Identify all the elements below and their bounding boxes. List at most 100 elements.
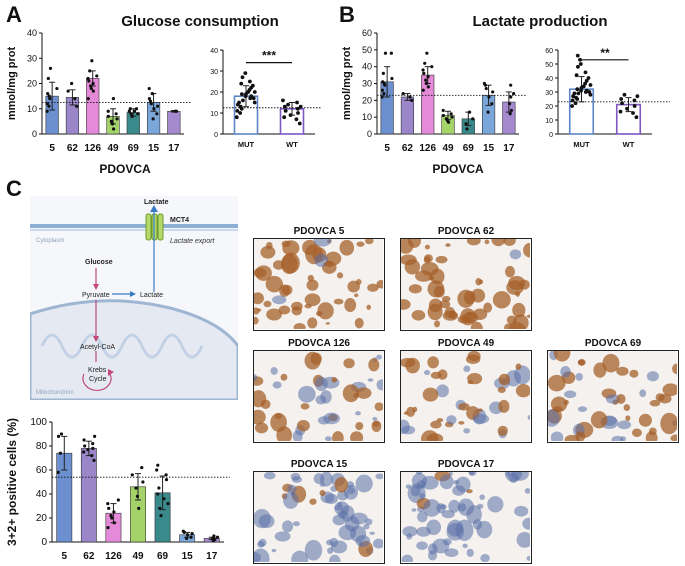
data-point-69 [129,112,133,116]
counterstained-cell-cluster [455,519,474,541]
stained-cell-cluster [291,301,303,311]
stained-cell-cluster [577,358,586,366]
bar-62 [400,96,415,135]
data-point-126 [106,526,110,530]
stained-cell-cluster [498,373,511,386]
counterstained-cell-cluster [271,548,277,553]
data-point-5 [55,86,59,91]
data-point-15 [147,97,152,101]
data-point-WT [634,115,639,120]
data-point-5 [390,76,394,81]
data-point-MUT [572,91,577,96]
y-tick-label: 30 [362,79,372,89]
stained-cell-cluster [374,402,384,412]
counterstained-cell-cluster [298,385,316,403]
data-point-49 [441,108,445,113]
data-point-MUT [238,111,243,115]
data-point-MUT [584,88,589,93]
counterstained-cell-cluster [355,474,373,493]
stained-cell-cluster [270,412,287,432]
bar-126 [86,78,100,135]
data-point-MUT [570,104,574,108]
counterstained-cell-cluster [372,538,384,549]
counterstained-cell-cluster [401,425,416,435]
category-label-17: 17 [168,143,180,154]
stained-cell-cluster [515,363,522,370]
stained-cell-cluster [458,420,465,425]
category-label-5: 5 [384,143,390,154]
category-label-126: 126 [84,143,101,154]
micrograph-background [401,351,530,441]
y-axis-title: 3+2+ positive cells (%) [5,418,19,546]
data-point-5 [45,109,49,113]
data-point-15 [482,81,487,86]
stained-cell-cluster [470,321,483,330]
stained-cell-cluster [260,399,271,410]
data-point-5 [46,92,50,96]
counterstained-cell-cluster [564,390,577,399]
data-point-5 [45,102,49,106]
data-point-MUT [239,81,244,86]
counterstained-cell-cluster [321,376,340,389]
stained-cell-cluster [504,323,515,330]
data-point-62 [75,104,79,108]
data-point-WT [631,111,635,115]
lactate-by-group-chart: 0 10 20 30 40 50 60 MUT WT ** [545,46,670,149]
stained-cell-cluster [404,259,421,275]
stained-cell-cluster [401,299,411,310]
data-point-WT [295,100,299,105]
data-point-WT [288,113,293,117]
counterstained-cell-cluster [367,378,374,382]
data-point-49 [109,119,113,123]
stained-cell-cluster [497,386,506,394]
counterstained-cell-cluster [462,543,468,549]
stained-cell-cluster [436,418,444,423]
stained-cell-cluster [281,240,291,247]
stained-cell-cluster [293,322,306,330]
data-point-126 [87,79,91,83]
counterstained-cell-cluster [272,381,282,389]
stained-cell-cluster [343,358,355,369]
y-tick-label: 40 [27,28,37,38]
counterstained-cell-cluster [487,496,504,513]
data-point-MUT [240,75,245,80]
counterstained-cell-cluster [355,411,361,416]
stained-cell-cluster [265,275,284,293]
stained-cell-cluster [484,239,490,245]
data-point-69 [157,486,161,490]
stained-cell-cluster [368,358,380,372]
data-point-WT [635,94,640,99]
category-label-49: 49 [442,143,454,154]
data-point-WT [618,109,623,114]
stained-cell-cluster [307,274,315,282]
y-tick-label: 20 [27,79,37,89]
category-label-69: 69 [157,551,169,562]
data-point-49 [106,114,110,118]
stained-cell-cluster [672,363,678,375]
counterstained-cell-cluster [472,519,483,530]
stained-cell-cluster [428,275,435,281]
stained-cell-cluster [435,255,448,264]
counterstained-cell-cluster [463,365,471,373]
stained-cell-cluster [649,399,661,407]
stained-cell-cluster [302,239,318,256]
stained-cell-cluster [365,239,374,245]
counterstained-cell-cluster [428,550,438,561]
data-point-62 [83,444,87,448]
data-point-69 [134,107,139,111]
stained-cell-cluster [458,403,470,411]
schematic-krebs-2: Cycle [89,376,107,383]
data-point-MUT [575,87,580,92]
bar-62 [80,448,97,543]
data-point-5 [46,76,50,81]
y-tick-label: 0 [32,129,37,139]
data-point-126 [106,502,110,506]
glucose-chart-title: Glucose consumption [121,13,279,30]
stained-cell-cluster [408,284,422,294]
data-point-69 [467,110,472,114]
data-point-69 [471,117,475,121]
data-point-5 [382,92,386,96]
schematic-lactate: Lactate [140,292,163,299]
stained-cell-cluster [266,308,282,321]
counterstained-cell-cluster [292,521,300,527]
